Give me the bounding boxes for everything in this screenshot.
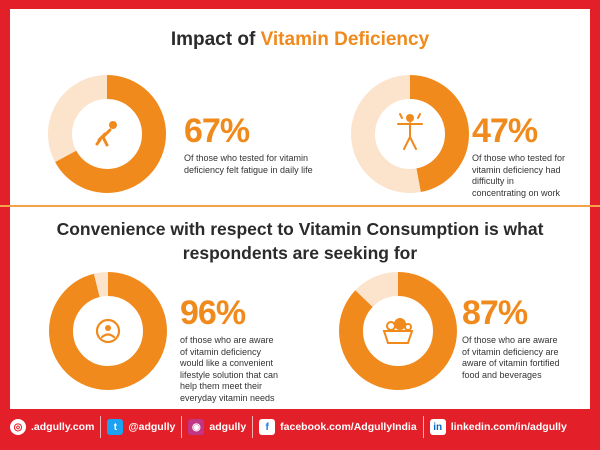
concentration-percent: 47% <box>472 112 538 150</box>
donut-remainder-slice <box>48 75 166 193</box>
stat-lifestyle: 96% of those who are aware of vitamin de… <box>180 295 330 404</box>
concentration-description: Of those who tested for vitamin deficien… <box>472 153 592 199</box>
fortified-food-percent: 87% <box>462 294 528 332</box>
instagram-handle: adgully <box>209 421 247 433</box>
section-divider <box>0 205 600 207</box>
donut-chart-fortified-food <box>339 272 457 390</box>
footer-separator <box>422 416 424 438</box>
lifestyle-desc-line: help them meet their <box>180 381 263 391</box>
footer-facebook[interactable]: f facebook.com/AdgullyIndia <box>253 412 423 442</box>
lifestyle-desc-line: of those who are aware <box>180 335 274 345</box>
impact-title: Impact of Vitamin Deficiency <box>10 29 590 51</box>
footer-instagram[interactable]: ◉ adgully <box>182 412 252 442</box>
fatigue-person-icon <box>95 121 117 147</box>
stat-concentration: 47% Of those who tested for vitamin defi… <box>472 113 592 199</box>
facebook-link-text: facebook.com/AdgullyIndia <box>280 421 417 433</box>
fatigue-description: Of those who tested for vitamin deficien… <box>184 153 374 176</box>
convenience-title: Convenience with respect to Vitamin Cons… <box>10 217 590 265</box>
lifestyle-desc-line: would like a convenient <box>180 358 274 368</box>
footer-separator <box>181 416 183 438</box>
donut-remainder-slice <box>339 272 457 390</box>
footer-twitter[interactable]: t @adgully <box>101 412 181 442</box>
fortified-desc-line: food and beverages <box>462 369 542 380</box>
title-prefix: Impact of <box>170 29 261 50</box>
lifestyle-percent: 96% <box>180 294 246 332</box>
footer-website[interactable]: ◎ .adgully.com <box>0 412 100 442</box>
donut-chart-concentration <box>351 75 469 193</box>
donut-chart-fatigue <box>48 75 166 193</box>
lifestyle-description: of those who are aware of vitamin defici… <box>180 335 330 404</box>
lifestyle-desc-line: lifestyle solution that can <box>180 369 279 380</box>
concentration-desc-line: Of those who tested for <box>472 153 566 163</box>
donut-remainder-slice <box>49 272 167 390</box>
focus-person-icon <box>397 113 423 150</box>
globe-icon: ◎ <box>10 419 26 435</box>
linkedin-icon: in <box>429 419 446 435</box>
twitter-icon: t <box>107 419 124 435</box>
fortified-food-description: Of those who are aware of vitamin defici… <box>462 335 592 381</box>
convenience-title-line: respondents are seeking for <box>182 243 418 263</box>
fortified-desc-line: Of those who are aware <box>462 335 558 345</box>
instagram-icon: ◉ <box>188 419 205 435</box>
facebook-icon: f <box>259 419 276 435</box>
fatigue-desc-line: deficiency felt fatigue in daily life <box>184 164 313 175</box>
social-footer: ◎ .adgully.com t @adgully ◉ adgully f fa… <box>0 412 600 442</box>
lifestyle-desc-line: everyday vitamin needs <box>180 392 275 403</box>
convenience-title-line: Convenience with respect to Vitamin Cons… <box>56 219 544 239</box>
website-link-text: .adgully.com <box>31 421 95 433</box>
fortified-desc-line: aware of vitamin fortified <box>462 358 560 368</box>
footer-linkedin[interactable]: in linkedin.com/in/adgully <box>424 412 573 442</box>
linkedin-link-text: linkedin.com/in/adgully <box>450 421 567 433</box>
fortified-desc-line: of vitamin deficiency are <box>462 346 559 357</box>
title-accent: Vitamin Deficiency <box>260 29 430 50</box>
footer-separator <box>100 416 102 438</box>
lifestyle-desc-line: of vitamin deficiency <box>180 346 262 357</box>
fortified-food-icon <box>382 318 414 344</box>
twitter-handle: @adgully <box>128 421 176 433</box>
fatigue-percent: 67% <box>184 112 250 150</box>
donut-chart-lifestyle <box>49 272 167 390</box>
concentration-desc-line: difficulty in <box>472 176 514 186</box>
stat-fatigue: 67% Of those who tested for vitamin defi… <box>184 113 374 176</box>
concentration-desc-line: vitamin deficiency had <box>472 164 561 175</box>
fatigue-desc-line: Of those who tested for vitamin <box>184 153 309 163</box>
infographic-card: Impact of Vitamin Deficiency 67% Of thos… <box>0 9 600 409</box>
lifestyle-cycle-icon <box>95 318 121 344</box>
concentration-desc-line: concentrating on work <box>472 187 561 198</box>
stat-fortified-food: 87% Of those who are aware of vitamin de… <box>462 295 592 381</box>
footer-separator <box>252 416 254 438</box>
donut-remainder-slice <box>351 75 469 193</box>
